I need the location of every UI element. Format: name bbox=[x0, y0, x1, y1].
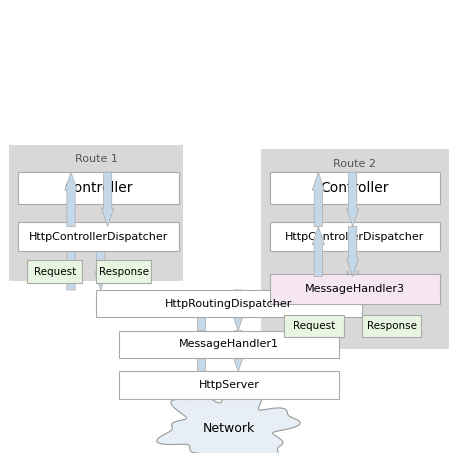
Polygon shape bbox=[347, 272, 359, 290]
Polygon shape bbox=[195, 371, 207, 408]
Text: Route 1: Route 1 bbox=[75, 154, 118, 164]
FancyBboxPatch shape bbox=[18, 222, 179, 251]
Polygon shape bbox=[95, 226, 107, 290]
Text: Controller: Controller bbox=[64, 181, 133, 195]
Polygon shape bbox=[232, 290, 245, 331]
Text: Network: Network bbox=[203, 422, 255, 434]
Polygon shape bbox=[101, 172, 114, 226]
FancyBboxPatch shape bbox=[119, 371, 339, 399]
Text: HttpRoutingDispatcher: HttpRoutingDispatcher bbox=[165, 299, 293, 308]
Text: Response: Response bbox=[366, 321, 417, 331]
Text: HttpControllerDispatcher: HttpControllerDispatcher bbox=[285, 231, 425, 242]
Text: Response: Response bbox=[98, 267, 149, 277]
FancyBboxPatch shape bbox=[270, 274, 440, 304]
Text: HttpServer: HttpServer bbox=[199, 380, 259, 390]
Polygon shape bbox=[312, 226, 324, 276]
Text: Request: Request bbox=[34, 267, 76, 277]
FancyBboxPatch shape bbox=[362, 315, 421, 337]
FancyBboxPatch shape bbox=[9, 145, 183, 281]
Text: Controller: Controller bbox=[321, 181, 389, 195]
Text: MessageHandler1: MessageHandler1 bbox=[179, 339, 279, 349]
FancyBboxPatch shape bbox=[270, 172, 440, 204]
FancyBboxPatch shape bbox=[96, 290, 362, 317]
FancyBboxPatch shape bbox=[261, 149, 449, 349]
FancyBboxPatch shape bbox=[119, 331, 339, 358]
FancyBboxPatch shape bbox=[27, 260, 82, 283]
Polygon shape bbox=[195, 331, 207, 371]
Polygon shape bbox=[312, 276, 324, 294]
FancyBboxPatch shape bbox=[270, 222, 440, 251]
Polygon shape bbox=[65, 226, 77, 290]
Polygon shape bbox=[347, 172, 359, 226]
Polygon shape bbox=[232, 331, 245, 371]
Polygon shape bbox=[195, 290, 207, 331]
Polygon shape bbox=[65, 172, 77, 226]
FancyBboxPatch shape bbox=[18, 172, 179, 204]
Polygon shape bbox=[232, 371, 245, 408]
Text: Route 2: Route 2 bbox=[333, 159, 376, 169]
FancyBboxPatch shape bbox=[96, 260, 151, 283]
Polygon shape bbox=[347, 226, 359, 276]
Polygon shape bbox=[312, 172, 324, 226]
Text: MessageHandler3: MessageHandler3 bbox=[305, 284, 405, 294]
Text: HttpControllerDispatcher: HttpControllerDispatcher bbox=[29, 231, 168, 242]
Polygon shape bbox=[157, 387, 300, 453]
FancyBboxPatch shape bbox=[284, 315, 344, 337]
Text: Request: Request bbox=[293, 321, 335, 331]
